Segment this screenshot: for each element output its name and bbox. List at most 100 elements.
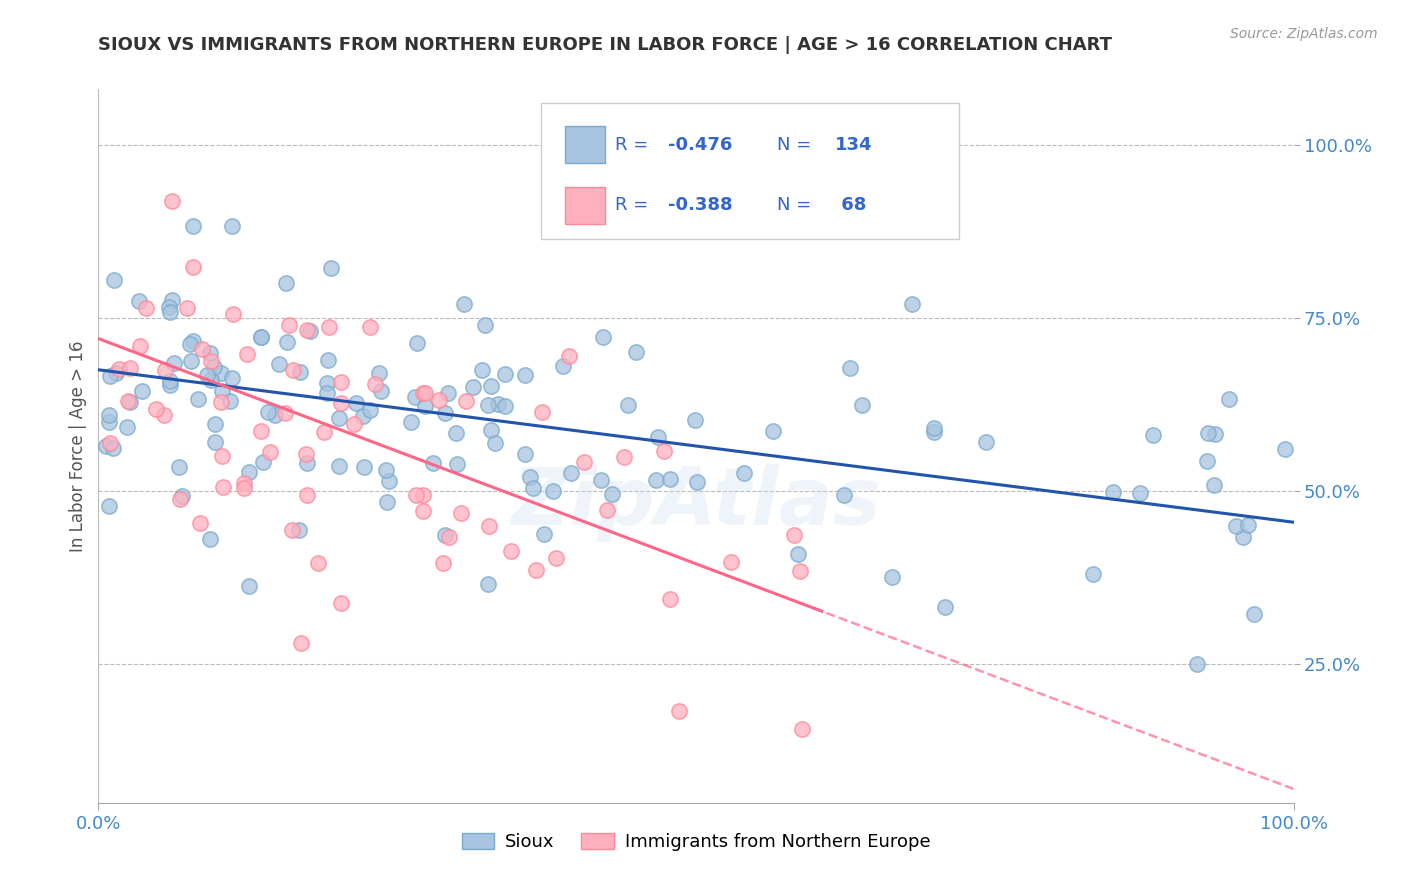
Point <box>269 357 291 371</box>
Point <box>477 398 499 412</box>
Point <box>783 527 806 541</box>
FancyBboxPatch shape <box>565 186 605 224</box>
Point <box>720 556 742 570</box>
Point <box>145 402 167 417</box>
Point <box>541 484 564 499</box>
Point <box>218 394 240 409</box>
Point <box>256 405 278 419</box>
Point <box>1102 485 1125 500</box>
Point <box>98 368 121 383</box>
Point <box>195 368 218 382</box>
Text: -0.388: -0.388 <box>668 196 733 214</box>
Point <box>283 362 305 376</box>
Point <box>530 405 553 419</box>
Point <box>187 392 209 406</box>
Point <box>104 366 127 380</box>
Point <box>276 276 298 290</box>
Point <box>686 475 709 489</box>
Point <box>533 527 555 541</box>
Point <box>160 194 183 209</box>
Point <box>560 467 582 481</box>
Point <box>153 363 176 377</box>
Point <box>321 260 343 275</box>
Text: R =: R = <box>614 136 654 153</box>
Point <box>295 456 318 470</box>
Point <box>733 467 755 481</box>
Text: N =: N = <box>778 196 817 214</box>
Point <box>404 390 426 404</box>
Point <box>263 409 285 423</box>
Point <box>471 363 494 377</box>
Point <box>115 420 138 434</box>
Point <box>233 481 256 495</box>
Point <box>1197 454 1219 468</box>
Point <box>250 330 273 344</box>
Point <box>1237 518 1260 533</box>
Point <box>401 415 423 429</box>
Point <box>595 502 617 516</box>
Point <box>118 395 141 409</box>
Point <box>1197 426 1219 441</box>
Point <box>412 504 434 518</box>
Point <box>413 386 436 401</box>
Y-axis label: In Labor Force | Age > 16: In Labor Force | Age > 16 <box>69 340 87 552</box>
Point <box>1232 530 1254 544</box>
Point <box>479 378 502 392</box>
Point <box>478 519 501 533</box>
Point <box>359 319 381 334</box>
Point <box>108 362 131 376</box>
Point <box>295 323 318 337</box>
Point <box>375 463 398 477</box>
Point <box>412 487 434 501</box>
Point <box>101 441 124 455</box>
Point <box>181 334 204 348</box>
Point <box>613 450 636 464</box>
Point <box>839 361 862 376</box>
Point <box>188 516 211 530</box>
Point <box>1202 478 1225 492</box>
Point <box>524 563 547 577</box>
Point <box>439 530 461 544</box>
Point <box>762 425 785 439</box>
Point <box>484 436 506 450</box>
Point <box>212 479 235 493</box>
Point <box>1225 519 1247 533</box>
Point <box>316 352 339 367</box>
Point <box>318 319 340 334</box>
Point <box>202 359 225 374</box>
Point <box>298 324 321 338</box>
Point <box>367 366 389 380</box>
Point <box>211 449 233 463</box>
Text: ZipAtlas: ZipAtlas <box>510 464 882 542</box>
Point <box>592 330 614 344</box>
Point <box>406 335 429 350</box>
Point <box>352 409 374 423</box>
Point <box>444 426 467 441</box>
Point <box>405 487 427 501</box>
Point <box>658 592 681 607</box>
Legend: Sioux, Immigrants from Northern Europe: Sioux, Immigrants from Northern Europe <box>454 825 938 858</box>
Point <box>600 486 623 500</box>
Point <box>129 339 152 353</box>
Point <box>159 304 181 318</box>
Point <box>364 376 387 391</box>
Point <box>273 405 295 419</box>
Point <box>851 399 873 413</box>
Point <box>163 355 186 369</box>
Text: -0.476: -0.476 <box>668 136 733 153</box>
Point <box>204 435 226 450</box>
Point <box>191 342 214 356</box>
Point <box>422 456 444 470</box>
Point <box>474 318 496 333</box>
Point <box>179 336 201 351</box>
Point <box>591 474 613 488</box>
Point <box>515 447 537 461</box>
Point <box>200 353 222 368</box>
Point <box>624 344 647 359</box>
Text: 68: 68 <box>835 196 866 214</box>
Point <box>501 544 523 558</box>
Point <box>477 576 499 591</box>
Point <box>1204 426 1226 441</box>
Point <box>204 417 226 431</box>
Point <box>209 394 232 409</box>
